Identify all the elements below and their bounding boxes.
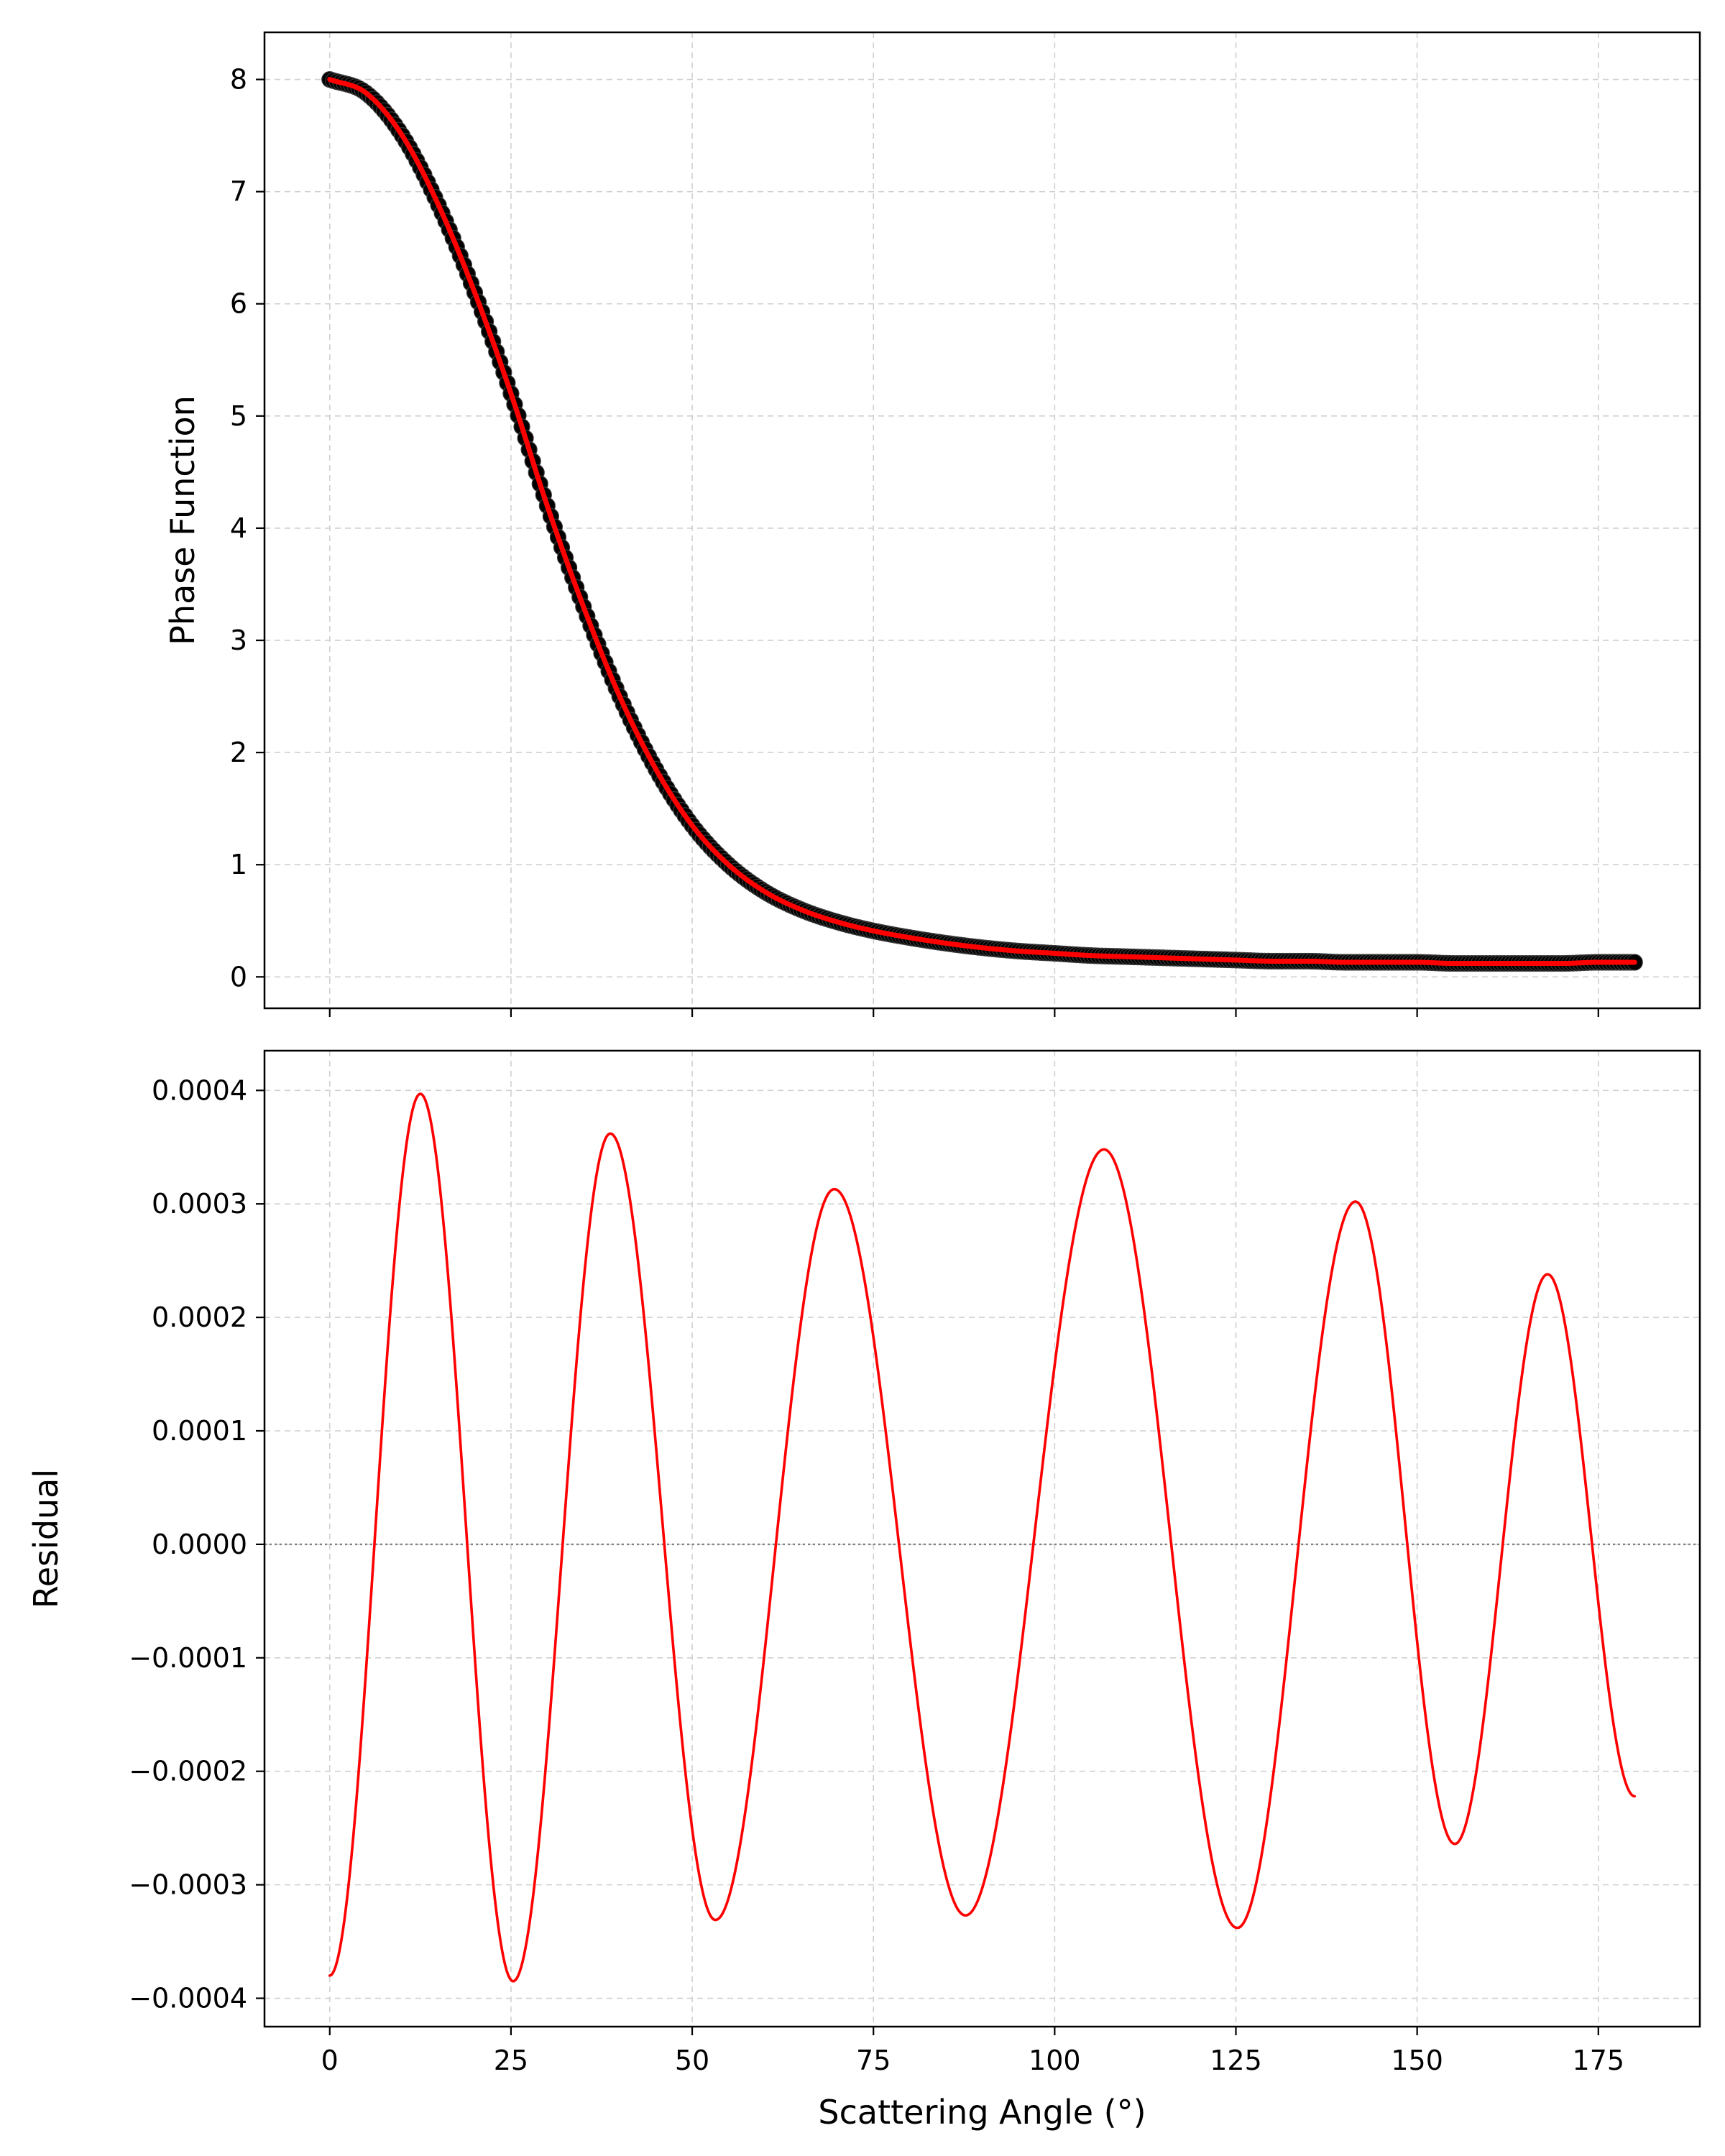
residual-x-tick-label: 75 [856, 2045, 891, 2076]
phase-function-grid [264, 32, 1700, 1008]
residual-x-tick-label: 50 [675, 2045, 709, 2076]
phase-function-ticks: 0 1 2 3 4 5 6 7 8 [230, 64, 1599, 1017]
residual-y-tick-label: 0.0003 [152, 1188, 247, 1220]
residual-y-tick-label: −0.0003 [129, 1869, 247, 1901]
residual-x-tick-label: 100 [1029, 2045, 1081, 2076]
residual-y-axis-label: Residual [27, 1469, 65, 1608]
phase-function-y-tick-label: 1 [230, 849, 247, 880]
residual-ticks: 0 25 50 75 100 125 150 175 −0.0004 −0.0003 −0.0002… [129, 1074, 1624, 2076]
phase-function-plot-frame [263, 31, 1701, 1010]
residual-x-tick-label: 125 [1210, 2045, 1262, 2076]
phase-function-y-tick-label: 2 [230, 737, 247, 768]
phase-function-y-tick-label: 0 [230, 961, 247, 992]
phase-function-y-tick-label: 6 [230, 288, 247, 320]
phase-function-y-tick-label: 5 [230, 400, 247, 432]
phase-function-y-tick-label: 4 [230, 512, 247, 544]
phase-function-series [321, 70, 1643, 972]
phase-function-y-tick-label: 3 [230, 625, 247, 656]
phase-function-y-tick-label: 8 [230, 64, 247, 96]
residual-y-tick-label: −0.0002 [129, 1756, 247, 1787]
phase-function-y-tick-label: 7 [230, 176, 247, 208]
residual-x-tick-label: 150 [1391, 2045, 1443, 2076]
phase-function-panel: 0 1 2 3 4 5 6 7 8 Phase Function [163, 31, 1701, 1017]
residual-y-tick-label: 0.0001 [152, 1415, 247, 1447]
residual-y-tick-label: 0.0000 [152, 1529, 247, 1560]
residual-plot-frame [263, 1049, 1701, 2028]
residual-panel: 0 25 50 75 100 125 150 175 −0.0004 −0.0003 −0.0002… [27, 1049, 1701, 2132]
phase-function-fit-line [327, 77, 1637, 967]
residual-y-tick-label: 0.0002 [152, 1302, 247, 1333]
residual-x-tick-label: 0 [321, 2045, 339, 2076]
residual-y-tick-label: −0.0001 [129, 1642, 247, 1674]
residual-x-tick-label: 175 [1573, 2045, 1625, 2076]
phase-function-y-axis-label: Phase Function [163, 395, 202, 645]
residual-x-tick-label: 25 [494, 2045, 528, 2076]
residual-line [328, 1092, 1637, 1983]
residual-y-tick-label: −0.0004 [129, 1983, 247, 2014]
residual-y-tick-label: 0.0004 [152, 1074, 247, 1106]
scattering-angle-x-axis-label: Scattering Angle (°) [818, 2093, 1146, 2132]
residual-series [328, 1092, 1637, 1983]
